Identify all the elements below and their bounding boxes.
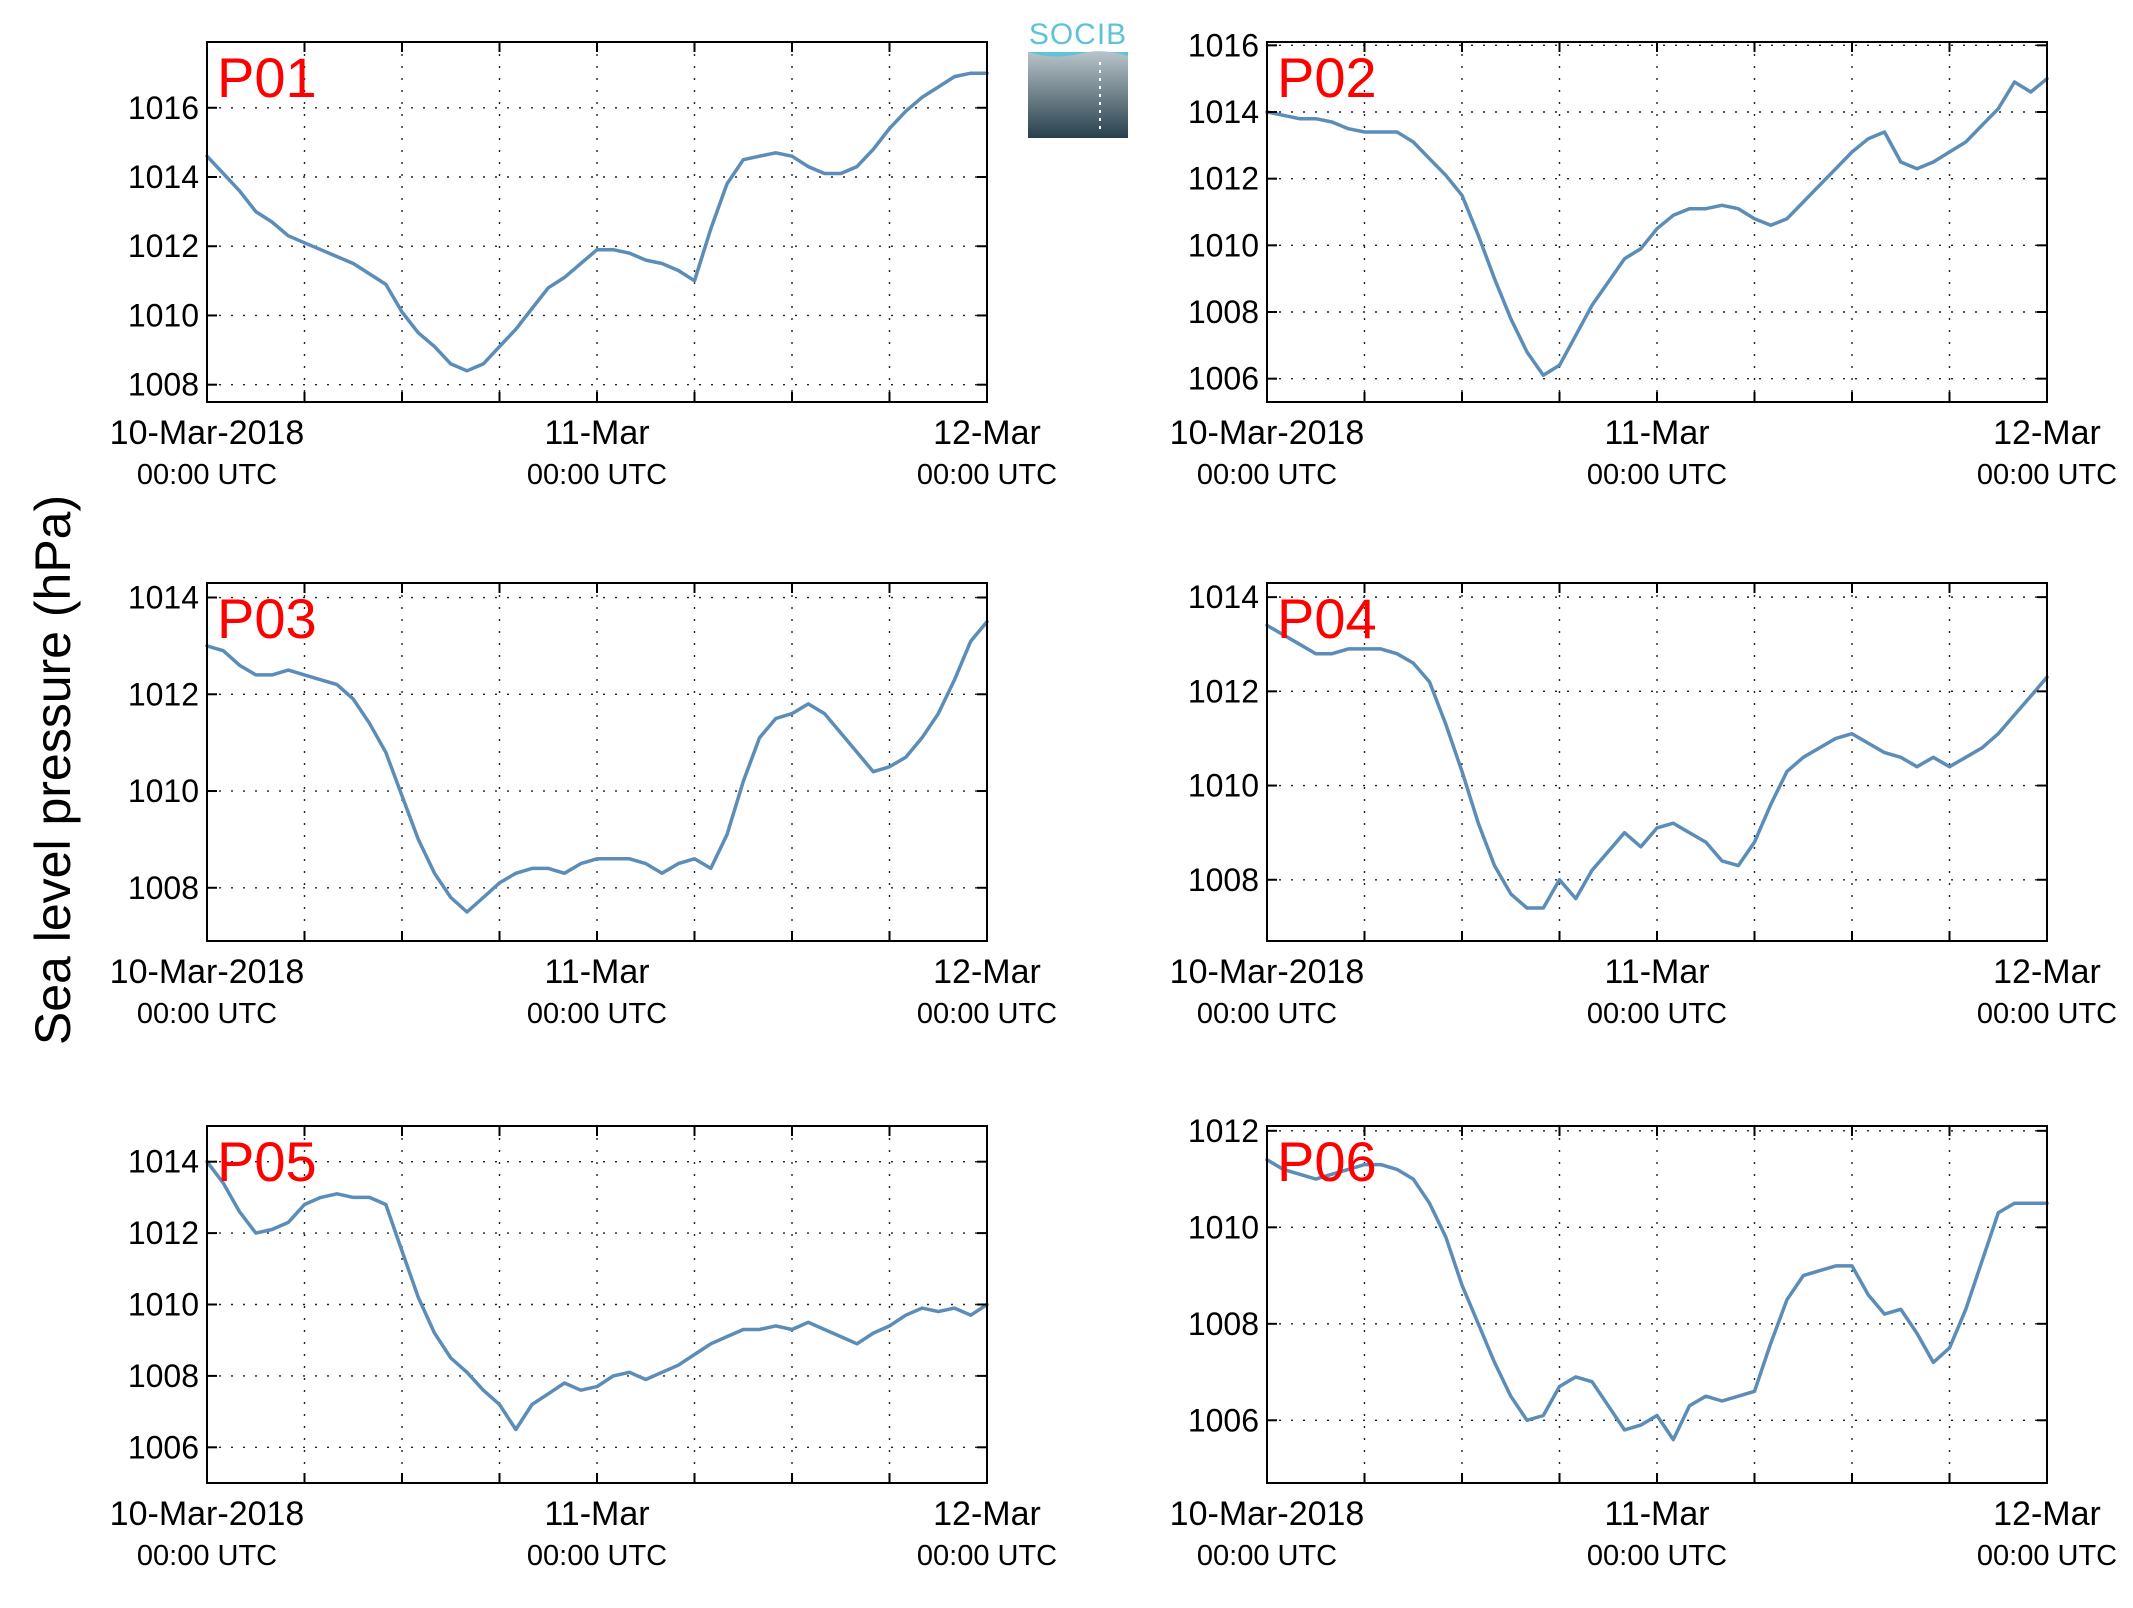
x-tick-sublabel: 00:00 UTC	[137, 459, 277, 491]
y-tick-label: 1006	[1188, 361, 1259, 397]
y-tick-label: 1014	[128, 159, 199, 195]
panel-p03: 1008 1010 1012 1014 10-Mar-2018 00:00 UTC 11-M…	[110, 580, 1057, 1030]
y-tick-label: 1010	[128, 1287, 199, 1323]
y-tick-label: 1014	[128, 580, 199, 616]
panel-p05: 1006 1008 1010 1012 1014 10-Mar-2018 00:00 UTC…	[110, 1125, 1057, 1572]
series-line	[1265, 623, 2049, 910]
series-line	[205, 619, 989, 914]
y-tick-label: 1010	[128, 773, 199, 809]
x-tick-sublabel: 00:00 UTC	[917, 459, 1057, 491]
panel-label: P05	[217, 1130, 317, 1193]
panel-label: P02	[1277, 46, 1377, 109]
x-tick-label: 10-Mar-2018	[1170, 1495, 1365, 1533]
y-tick-label: 1008	[1188, 1306, 1259, 1342]
y-tick-label: 1006	[1188, 1402, 1259, 1438]
axes-box	[206, 582, 988, 942]
x-tick-label: 11-Mar	[544, 1495, 649, 1533]
y-tick-label: 1016	[1188, 27, 1259, 63]
axes-box	[1266, 1125, 2048, 1484]
panel-p02: 1006 1008 1010 1012 1014 1016 10-Mar-2018 00:00…	[1170, 27, 2117, 491]
x-tick-sublabel: 00:00 UTC	[1977, 459, 2117, 491]
x-tick-sublabel: 00:00 UTC	[1587, 998, 1727, 1030]
y-axis-label: Sea level pressure (hPa)	[25, 495, 81, 1045]
y-tick-label: 1010	[128, 297, 199, 333]
panel-label: P06	[1277, 1130, 1377, 1193]
y-tick-label: 1008	[128, 367, 199, 403]
y-tick-label: 1012	[1188, 1113, 1259, 1149]
y-tick-label: 1014	[1188, 94, 1259, 130]
axes-box	[206, 1125, 988, 1484]
x-tick-label: 10-Mar-2018	[110, 1495, 305, 1533]
x-tick-sublabel: 00:00 UTC	[1197, 998, 1337, 1030]
x-tick-label: 11-Mar	[1604, 1495, 1709, 1533]
x-tick-label: 12-Mar	[933, 1495, 1041, 1533]
panel-label: P01	[217, 46, 317, 109]
x-tick-label: 12-Mar	[933, 953, 1041, 991]
x-tick-sublabel: 00:00 UTC	[1197, 1540, 1337, 1572]
series-line	[1265, 1158, 2049, 1442]
x-tick-label: 12-Mar	[1993, 953, 2101, 991]
panel-p01: 1008 1010 1012 1014 1016 10-Mar-2018 00:00 UTC…	[110, 41, 1057, 491]
panel-p06: 1006 1008 1010 1012 10-Mar-2018 00:00 UTC 11-M…	[1170, 1113, 2117, 1572]
y-tick-label: 1014	[1188, 579, 1259, 615]
x-tick-label: 10-Mar-2018	[110, 414, 305, 452]
x-tick-sublabel: 00:00 UTC	[527, 1540, 667, 1572]
y-tick-label: 1008	[1188, 294, 1259, 330]
x-tick-sublabel: 00:00 UTC	[1587, 459, 1727, 491]
y-tick-label: 1008	[128, 1358, 199, 1394]
x-tick-sublabel: 00:00 UTC	[527, 998, 667, 1030]
x-tick-label: 11-Mar	[544, 953, 649, 991]
x-tick-sublabel: 00:00 UTC	[137, 1540, 277, 1572]
x-tick-label: 11-Mar	[544, 414, 649, 452]
socib-logo: SOCIB	[1028, 18, 1128, 138]
x-tick-sublabel: 00:00 UTC	[1587, 1540, 1727, 1572]
x-tick-label: 11-Mar	[1604, 414, 1709, 452]
y-tick-label: 1012	[1188, 161, 1259, 197]
y-tick-label: 1012	[128, 1215, 199, 1251]
axes-box	[1266, 582, 2048, 942]
y-tick-label: 1008	[128, 870, 199, 906]
panel-label: P04	[1277, 587, 1377, 650]
x-tick-label: 10-Mar-2018	[110, 953, 305, 991]
y-tick-label: 1010	[1188, 768, 1259, 804]
x-tick-sublabel: 00:00 UTC	[1977, 1540, 2117, 1572]
y-tick-label: 1010	[1188, 227, 1259, 263]
y-tick-label: 1012	[128, 228, 199, 264]
x-tick-label: 12-Mar	[1993, 1495, 2101, 1533]
x-tick-label: 10-Mar-2018	[1170, 953, 1365, 991]
x-tick-label: 11-Mar	[1604, 953, 1709, 991]
series-line	[1265, 76, 2049, 378]
y-tick-label: 1012	[1188, 673, 1259, 709]
panels: 1008 1010 1012 1014 1016 10-Mar-2018 00:00 UTC…	[110, 27, 2117, 1572]
panel-label: P03	[217, 587, 317, 650]
y-tick-label: 1010	[1188, 1209, 1259, 1245]
y-tick-label: 1012	[128, 676, 199, 712]
x-tick-sublabel: 00:00 UTC	[137, 998, 277, 1030]
panel-p04: 1008 1010 1012 1014 10-Mar-2018 00:00 UTC 11-M…	[1170, 579, 2117, 1030]
x-tick-label: 10-Mar-2018	[1170, 414, 1365, 452]
x-tick-sublabel: 00:00 UTC	[917, 1540, 1057, 1572]
x-tick-label: 12-Mar	[933, 414, 1041, 452]
x-tick-label: 12-Mar	[1993, 414, 2101, 452]
y-tick-label: 1006	[128, 1429, 199, 1465]
x-tick-sublabel: 00:00 UTC	[527, 459, 667, 491]
series-line	[205, 71, 989, 373]
y-tick-label: 1008	[1188, 862, 1259, 898]
x-tick-sublabel: 00:00 UTC	[917, 998, 1057, 1030]
series-line	[205, 1159, 989, 1432]
x-tick-sublabel: 00:00 UTC	[1977, 998, 2117, 1030]
y-tick-label: 1014	[128, 1144, 199, 1180]
y-tick-label: 1016	[128, 90, 199, 126]
x-tick-sublabel: 00:00 UTC	[1197, 459, 1337, 491]
logo-text: SOCIB	[1029, 18, 1127, 51]
